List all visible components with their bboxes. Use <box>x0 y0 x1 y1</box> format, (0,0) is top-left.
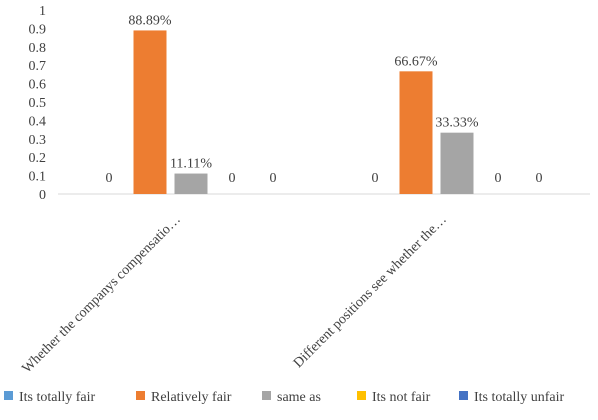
y-axis-ticks: 0 0.1 0.2 0.3 0.4 0.5 0.6 0.7 0.8 0.9 1 <box>29 4 47 203</box>
y-tick-label: 0.6 <box>29 78 47 93</box>
bar-same-as <box>174 173 208 194</box>
y-tick-label: 0.7 <box>29 59 47 74</box>
data-label: 0 <box>106 171 113 186</box>
data-label: 66.67% <box>394 54 438 69</box>
legend-swatch <box>262 391 271 400</box>
category-label: Different positions see whether the… <box>291 212 450 371</box>
bar-relatively-fair <box>399 71 433 194</box>
data-label: 0 <box>536 171 543 186</box>
data-label: 11.11% <box>170 157 212 172</box>
data-label: 0 <box>229 171 236 186</box>
data-label: 0 <box>270 171 277 186</box>
y-tick-label: 0.3 <box>29 133 47 148</box>
data-labels-group: 0 88.89% 11.11% 0 0 0 66.67% 33.33% 0 0 <box>106 13 543 186</box>
y-tick-label: 1 <box>39 4 46 19</box>
bar-relatively-fair <box>133 30 167 195</box>
bars-group <box>133 30 474 195</box>
legend-swatch <box>459 391 468 400</box>
legend-label: Its totally unfair <box>474 390 565 405</box>
y-tick-label: 0.5 <box>29 96 47 111</box>
data-label: 0 <box>495 171 502 186</box>
y-tick-label: 0.8 <box>29 41 47 56</box>
legend-item-its-totally-unfair: Its totally unfair <box>459 390 565 405</box>
y-tick-label: 0.1 <box>29 170 47 185</box>
legend-item-relatively-fair: Relatively fair <box>136 390 232 405</box>
legend-swatch <box>136 391 145 400</box>
legend-label: Relatively fair <box>151 390 232 405</box>
data-label: 0 <box>372 171 379 186</box>
y-tick-label: 0 <box>39 188 46 203</box>
y-tick-label: 0.9 <box>29 22 47 37</box>
legend-swatch <box>4 391 13 400</box>
category-labels-group: Whether the companys compensatio… Differe… <box>20 212 450 376</box>
category-label: Whether the companys compensatio… <box>20 212 184 376</box>
y-tick-label: 0.4 <box>29 114 47 129</box>
legend: Its totally fair Relatively fair same as It… <box>4 390 565 405</box>
legend-item-its-not-fair: Its not fair <box>357 390 431 405</box>
data-label: 33.33% <box>435 116 479 131</box>
legend-item-same-as: same as <box>262 390 321 405</box>
legend-label: Its not fair <box>372 390 431 405</box>
bar-same-as <box>440 132 474 194</box>
y-tick-label: 0.2 <box>29 151 47 166</box>
legend-swatch <box>357 391 366 400</box>
legend-label: same as <box>277 390 321 405</box>
legend-label: Its totally fair <box>19 390 96 405</box>
legend-item-its-totally-fair: Its totally fair <box>4 390 96 405</box>
data-label: 88.89% <box>128 13 172 28</box>
